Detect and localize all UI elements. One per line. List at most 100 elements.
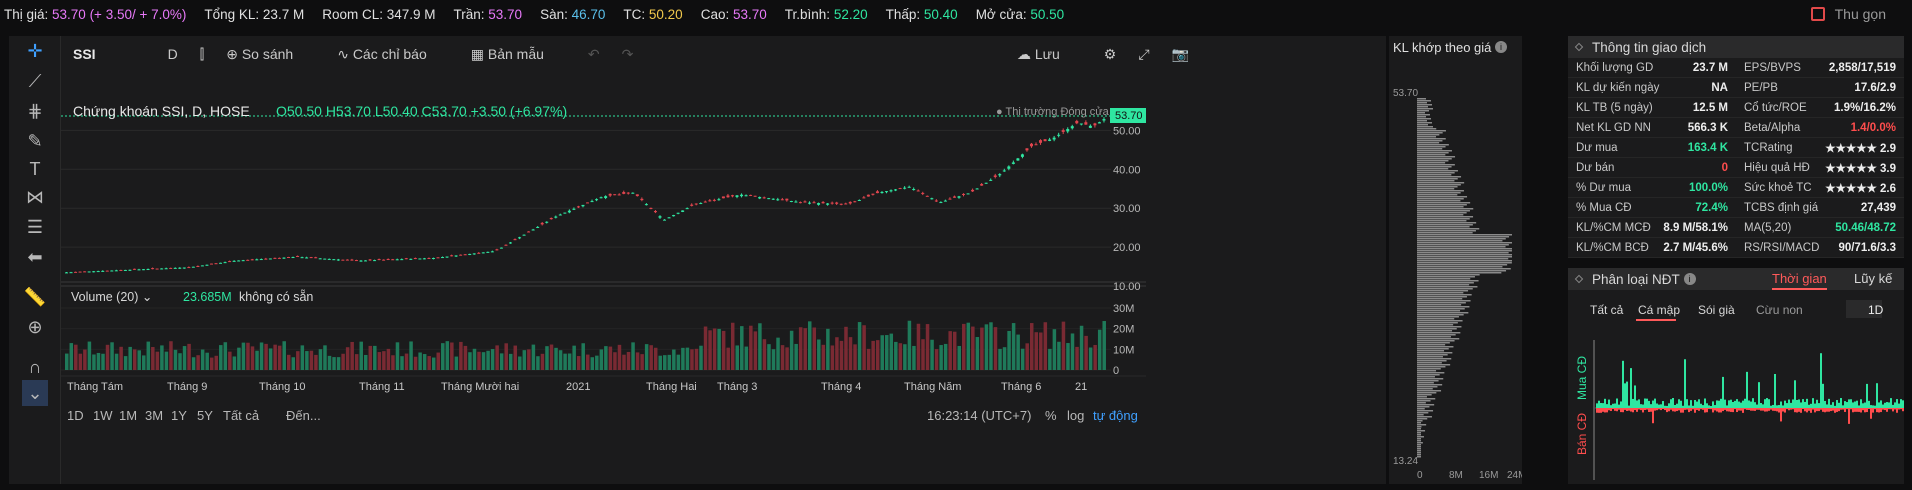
- vp-bar: [1417, 342, 1450, 344]
- buy-bar: [1744, 398, 1746, 408]
- filter-1[interactable]: Cá mập: [1638, 303, 1680, 317]
- compare-button[interactable]: ⊕ So sánh: [226, 45, 294, 62]
- buy-bar: [1688, 405, 1690, 408]
- fullscreen-icon[interactable]: ⤢: [1138, 45, 1150, 62]
- vp-bar: [1417, 246, 1506, 248]
- auto-button[interactable]: tự động: [1093, 408, 1138, 423]
- range-5Y[interactable]: 5Y: [197, 408, 213, 423]
- sell-bar: [1864, 408, 1866, 413]
- info-icon[interactable]: i: [1495, 41, 1508, 53]
- volume-bar: [635, 352, 640, 370]
- vp-bar: [1417, 230, 1476, 232]
- zoom-icon[interactable]: ⊕: [27, 317, 43, 337]
- tab-time[interactable]: Thời gian: [1772, 268, 1827, 290]
- price-axis: 50.00 40.00 30.00 20.00 10.00: [1113, 125, 1141, 293]
- vp-bar: [1417, 144, 1449, 146]
- sell-bar: [1640, 408, 1642, 411]
- range-1Y[interactable]: 1Y: [171, 408, 187, 423]
- sell-bar: [1866, 408, 1868, 413]
- vp-top-label: 53.70: [1393, 88, 1418, 99]
- vp-bar: [1417, 420, 1423, 422]
- volume-bar: [246, 342, 250, 370]
- range-1W[interactable]: 1W: [93, 408, 113, 423]
- pattern-icon[interactable]: ⋈: [26, 187, 44, 207]
- buy-bar: [1852, 402, 1854, 408]
- candle: [871, 193, 875, 195]
- vp-bar: [1417, 304, 1462, 306]
- indicators-button[interactable]: ∿ Các chỉ báo: [337, 45, 427, 62]
- sell-bar: [1886, 408, 1888, 412]
- interval-button[interactable]: D: [167, 46, 178, 62]
- candle: [137, 269, 141, 271]
- sell-bar: [1752, 408, 1754, 411]
- volume-bar: [336, 357, 341, 370]
- fib-icon[interactable]: ⋕: [27, 101, 43, 121]
- sell-bar: [1712, 408, 1714, 413]
- info-row: KL TB (5 ngày) 12.5 M: [1568, 98, 1736, 118]
- vp-bar: [1417, 150, 1452, 152]
- range-1D[interactable]: 1D: [67, 408, 84, 423]
- buy-bar: [1726, 405, 1728, 408]
- back-arrow-icon[interactable]: ⬅: [27, 247, 43, 267]
- trendline-icon[interactable]: ⟋: [28, 71, 42, 91]
- percent-button[interactable]: %: [1045, 408, 1057, 423]
- vp-bar: [1417, 174, 1452, 176]
- goto-button[interactable]: Đến...: [286, 408, 321, 423]
- undo-icon[interactable]: ↶: [587, 45, 600, 62]
- brush-icon[interactable]: ✎: [27, 131, 43, 151]
- range-Tất cả[interactable]: Tất cả: [223, 408, 260, 423]
- candle: [373, 260, 377, 262]
- price-chart[interactable]: 53.70 Chứng khoán SSI, D, HOSE O50.50 H5…: [61, 72, 1146, 472]
- buy-bar: [1646, 398, 1648, 408]
- filter-3[interactable]: Cừu non: [1756, 303, 1803, 317]
- candle: [527, 231, 531, 233]
- range-3M[interactable]: 3M: [145, 408, 163, 423]
- ruler-icon[interactable]: 📏: [23, 287, 47, 307]
- save-button[interactable]: ☁ Lưu: [1016, 45, 1060, 62]
- tab-cumulative[interactable]: Lũy kế: [1854, 271, 1893, 286]
- candle: [939, 202, 943, 204]
- prediction-icon[interactable]: ☰: [26, 217, 44, 237]
- chevron-down-icon[interactable]: ⌄: [22, 380, 48, 406]
- log-button[interactable]: log: [1067, 408, 1084, 423]
- buy-bar: [1814, 403, 1816, 408]
- sell-bar: [1648, 408, 1650, 412]
- vp-bar: [1417, 170, 1458, 172]
- info-row: KL/%CM BCĐ 2.7 M/45.6%: [1568, 238, 1736, 258]
- redo-icon[interactable]: ↷: [621, 45, 634, 62]
- magnet-icon[interactable]: ∩: [28, 357, 42, 377]
- info-icon[interactable]: i: [1683, 273, 1696, 285]
- vp-bar: [1417, 98, 1426, 100]
- volume-bar: [345, 347, 350, 370]
- candle: [785, 198, 789, 201]
- filter-2[interactable]: Sói già: [1698, 303, 1735, 317]
- candle: [513, 239, 517, 241]
- candle-type-icon[interactable]: ⫿: [199, 45, 205, 62]
- symbol-input[interactable]: SSI: [73, 46, 96, 62]
- candle: [681, 210, 685, 212]
- period-button[interactable]: [1846, 300, 1882, 318]
- settings-icon[interactable]: ⚙: [1103, 45, 1117, 62]
- buy-bar: [1636, 400, 1638, 408]
- range-1M[interactable]: 1M: [119, 408, 137, 423]
- candle: [169, 267, 173, 269]
- collapse-button[interactable]: Thu gọn: [1810, 6, 1886, 22]
- text-icon[interactable]: T: [29, 159, 41, 179]
- buy-bar: [1828, 398, 1830, 408]
- filter-0[interactable]: Tất cả: [1590, 303, 1624, 317]
- crosshair-icon[interactable]: ✛: [27, 41, 43, 61]
- sell-bar: [1882, 408, 1884, 410]
- vp-bar: [1417, 324, 1454, 326]
- candle: [948, 198, 952, 200]
- camera-icon[interactable]: 📷: [1171, 45, 1189, 62]
- volume-bar: [87, 341, 92, 370]
- templates-button[interactable]: ▦ Bản mẫu: [470, 45, 544, 62]
- volume-bar: [898, 343, 903, 370]
- sell-bar: [1636, 408, 1638, 412]
- sell-bar: [1760, 408, 1762, 411]
- trading-info-header[interactable]: Thông tin giao dịch: [1568, 36, 1904, 58]
- volume-bar: [622, 354, 626, 370]
- sell-bar: [1808, 408, 1810, 411]
- volume-bar: [268, 348, 273, 370]
- sell-bar: [1812, 408, 1814, 410]
